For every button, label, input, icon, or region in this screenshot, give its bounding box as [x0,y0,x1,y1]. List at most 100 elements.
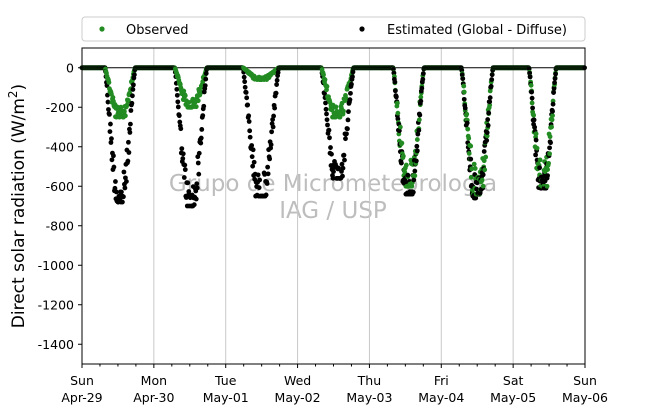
point-estimated [273,90,279,96]
point-estimated [487,95,493,101]
point-estimated [487,99,493,105]
point-estimated [461,96,467,102]
point-estimated [460,76,466,82]
point-observed [544,183,550,189]
watermark-line-2: IAG / USP [279,198,387,224]
point-estimated [121,169,127,175]
point-estimated [108,121,113,127]
point-estimated [462,105,468,111]
point-estimated [413,158,419,164]
y-tick-label-1: -200 [46,100,74,115]
point-estimated [328,145,333,150]
point-estimated [393,94,399,100]
y-axis-ticks: 0 -200 -400 -600 -800 -1000 -1200 -1400 [38,60,82,352]
x-tick-label-date-1: Apr-30 [133,390,174,405]
point-estimated [553,71,558,77]
point-estimated [176,113,182,119]
point-estimated [202,83,208,88]
point-estimated [526,66,532,72]
point-estimated [107,129,113,134]
point-estimated [420,71,426,76]
y-tick-label-5: -1000 [38,258,74,273]
point-observed [324,84,330,89]
point-estimated [474,180,480,186]
point-estimated [488,83,494,89]
point-estimated [537,165,542,171]
point-estimated [411,177,417,183]
point-estimated [271,113,277,119]
point-estimated [392,79,398,85]
point-observed [537,157,543,163]
point-estimated [127,130,133,135]
point-estimated [178,126,184,132]
point-estimated [125,158,131,164]
point-estimated [341,152,347,158]
point-estimated [336,165,341,171]
point-estimated [128,121,133,127]
point-estimated [130,87,136,92]
point-estimated [126,150,132,155]
point-estimated [551,90,556,95]
point-observed [181,88,187,94]
point-estimated [251,159,257,165]
point-estimated [550,108,555,114]
point-observed [124,102,130,108]
x-tick-label-day-5: Fri [434,373,449,388]
point-estimated [119,189,124,195]
legend-marker-observed [99,26,105,32]
point-observed [545,167,550,172]
x-tick-label-date-2: May-01 [203,390,249,405]
point-estimated [270,124,276,130]
point-estimated [195,160,201,166]
point-estimated [255,172,261,178]
point-estimated [489,72,495,78]
point-estimated [244,95,250,101]
point-observed [400,153,406,159]
point-estimated [203,71,209,76]
x-tick-label-day-3: Wed [284,373,311,388]
point-estimated [274,82,280,87]
point-estimated [414,148,420,154]
point-estimated [267,156,273,162]
point-estimated [418,98,424,104]
point-observed [472,166,478,171]
point-estimated [414,143,420,149]
point-estimated [193,196,199,202]
point-observed [533,131,539,137]
point-observed [480,183,486,189]
point-estimated [174,86,180,92]
point-estimated [485,123,491,128]
point-estimated [175,104,181,110]
point-estimated [349,81,354,87]
point-estimated [177,119,183,125]
y-tick-label-2: -400 [46,139,74,154]
point-estimated [415,131,421,137]
point-estimated [342,157,347,163]
x-tick-label-day-6: Sat [503,373,524,388]
x-tick-label-date-4: May-03 [346,390,392,405]
x-tick-label-date-3: May-02 [275,390,321,405]
point-observed [416,117,422,123]
point-observed [471,161,477,167]
x-tick-label-day-2: Tue [214,373,237,388]
x-tick-label-date-7: May-06 [562,390,608,405]
point-observed [321,72,326,78]
point-observed [465,126,471,132]
point-estimated [247,128,253,134]
legend-box [81,16,586,42]
point-estimated [550,101,556,107]
point-estimated [486,110,492,116]
point-estimated [175,99,181,105]
point-observed [418,94,424,100]
point-observed [337,114,343,120]
point-estimated [323,106,329,112]
point-estimated [350,74,355,80]
point-estimated [246,113,252,119]
point-estimated [345,117,351,123]
data-points [79,65,587,209]
y-axis-label-text: Direct solar radiation (W/m [9,98,29,328]
point-estimated [194,185,200,191]
x-tick-label-date-5: May-04 [418,390,464,405]
point-estimated [198,140,204,146]
point-observed [403,162,409,168]
